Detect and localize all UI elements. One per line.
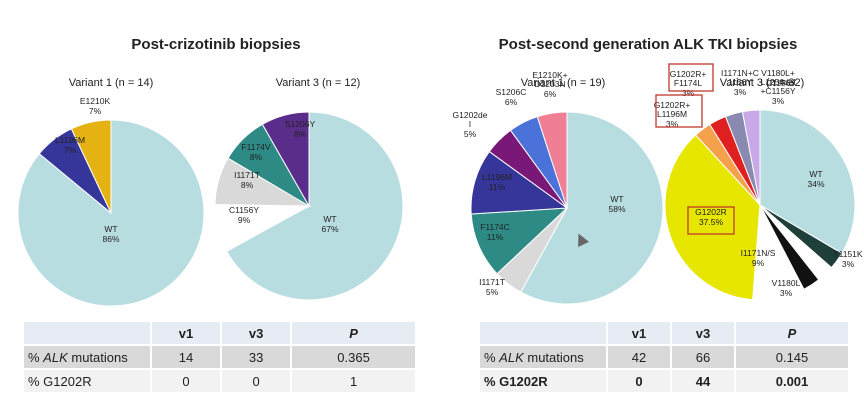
pie-slice-label: G1202R+ L1196M 3%	[654, 100, 691, 129]
pie-slice-label: S1206Y 8%	[285, 119, 316, 139]
pie-slice-wt	[17, 119, 205, 307]
pie-slice-v1180l-l1256del-c1156y	[741, 109, 761, 206]
stats-table-left: v1 v3 P % ALK mutations 14 33 0.365 % G1…	[22, 320, 417, 394]
pie-slice-label: L1196M 11%	[482, 172, 512, 192]
pie-slice-wt	[520, 111, 664, 305]
right-panel: Post-second generation ALK TKI biopsies	[432, 0, 864, 420]
cell-v3: 33	[222, 346, 291, 368]
pie-slice-l1196m	[470, 150, 569, 215]
pie-slice-label: E1210K+ D1203N 6%	[532, 70, 567, 99]
col-header: v3	[222, 322, 291, 344]
pie-slice-s1206y	[261, 111, 310, 208]
pie-slice-g1202r	[664, 134, 761, 301]
pie-slice-label: T1151K 3%	[833, 249, 862, 269]
pie-slice-label: F1174C 11%	[480, 222, 510, 242]
stats-table-right: v1 v3 P % ALK mutations 42 66 0.145 % G1…	[478, 320, 850, 394]
cell-v1: 42	[608, 346, 671, 368]
table-row: % ALK mutations 42 66 0.145	[480, 346, 848, 368]
cell-v3: 0	[222, 370, 291, 392]
col-header: P	[292, 322, 415, 344]
pie-slice-label: WT 34%	[807, 169, 824, 189]
pie-slice-wt	[225, 111, 404, 301]
pie-slice-label: WT 67%	[321, 214, 338, 234]
table-row: % G1202R 0 44 0.001	[480, 370, 848, 392]
col-header: v1	[608, 322, 671, 344]
pie-slice-label: S1206C 6%	[496, 87, 527, 107]
pie-slice-e1210k-d1203n	[536, 111, 568, 209]
col-header: v3	[672, 322, 735, 344]
pie-slice-label: G1202de l 5%	[453, 110, 488, 139]
pie-slice-label: C1156Y	[766, 78, 796, 88]
pie-slice-label: F1174V 8%	[241, 142, 270, 162]
cell-v3: 44	[672, 370, 735, 392]
pie-slice-label: V1180L 3%	[772, 278, 801, 298]
pie-slice-label: V1180L+ L1256del +C1156Y 3%	[760, 68, 795, 106]
panel-title-right: Post-second generation ALK TKI biopsies	[498, 36, 798, 53]
row-label: % ALK mutations	[24, 346, 150, 368]
pie-slice-label: WT 86%	[102, 224, 119, 244]
pie-slice-wt	[759, 109, 856, 255]
pie-slice-e1210k	[70, 119, 112, 214]
col-header: v1	[152, 322, 221, 344]
highlight-box	[655, 94, 703, 128]
pie-slice-label: WT 58%	[608, 194, 625, 214]
pie-slice-label: G1202R 37.5%	[695, 207, 727, 227]
pie-slice-label: I1171T 5%	[479, 277, 505, 297]
pie-title: Variant 3 (n = 32)	[720, 77, 804, 89]
cell-p: 1	[292, 370, 415, 392]
left-panel: Post-crizotinib biopsies	[131, 36, 301, 53]
pie-slice-label: I1171N/S 9%	[741, 248, 776, 268]
table-row: % G1202R 0 0 1	[24, 370, 415, 392]
pie-title: Variant 3 (n = 12)	[276, 77, 360, 89]
cell-p: 0.001	[736, 370, 848, 392]
pie-slice-label: E1210K 7%	[80, 96, 111, 116]
pie-slice-label: I1171N+C 1156Y 3%	[721, 68, 759, 97]
pie-slice-label: I1171T 8%	[234, 170, 260, 190]
pie-title: Variant 1 (n = 19)	[521, 77, 605, 89]
highlight-box	[668, 63, 714, 92]
pie-slice-label: L1196M 7%	[55, 135, 85, 155]
cell-v1: 0	[608, 370, 671, 392]
cell-v1: 0	[152, 370, 221, 392]
pie-slice-label: C1156Y 9%	[229, 205, 259, 225]
row-label: % ALK mutations	[480, 346, 606, 368]
cell-p: 0.145	[736, 346, 848, 368]
pie-slice-label: G1202R+ F1174L 3%	[670, 69, 707, 98]
pie-slice-f1174c	[470, 207, 569, 275]
cell-v1: 14	[152, 346, 221, 368]
col-header: P	[736, 322, 848, 344]
pie-title: Variant 1 (n = 14)	[69, 77, 153, 89]
panel-title-left: Post-crizotinib biopsies	[131, 36, 301, 53]
cell-p: 0.365	[292, 346, 415, 368]
row-label: % G1202R	[24, 370, 150, 392]
highlight-box	[687, 206, 735, 235]
cell-v3: 66	[672, 346, 735, 368]
row-label: % G1202R	[480, 370, 606, 392]
table-row: % ALK mutations 14 33 0.365	[24, 346, 415, 368]
